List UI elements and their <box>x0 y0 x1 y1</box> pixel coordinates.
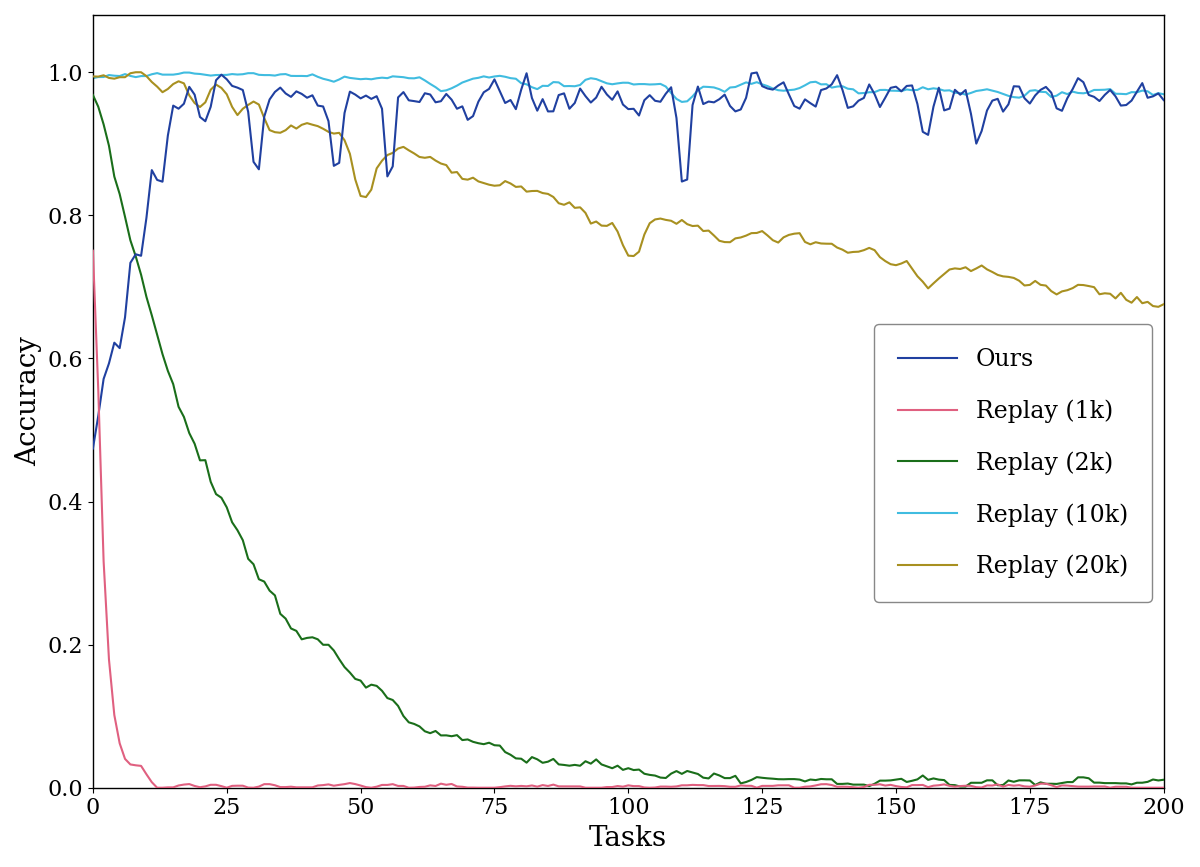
Ours <box>664 82 678 93</box>
Replay (1k) <box>150 783 164 793</box>
Replay (10k) <box>85 71 100 81</box>
Ours <box>750 68 764 78</box>
Replay (10k) <box>1151 302 1165 312</box>
Replay (10k) <box>1070 280 1085 290</box>
Line: Replay (2k): Replay (2k) <box>92 95 1164 786</box>
Replay (10k) <box>541 189 556 199</box>
Y-axis label: Accuracy: Accuracy <box>14 336 42 466</box>
Replay (2k) <box>1157 774 1171 785</box>
Ours <box>1070 73 1085 83</box>
Replay (2k) <box>91 101 106 112</box>
Replay (1k) <box>482 783 497 793</box>
Replay (1k) <box>670 781 684 792</box>
Replay (10k) <box>482 179 497 190</box>
Replay (2k) <box>535 758 550 768</box>
Replay (2k) <box>664 768 678 779</box>
Line: Replay (20k): Replay (20k) <box>92 73 1164 102</box>
Replay (20k) <box>482 72 497 82</box>
Replay (20k) <box>541 81 556 91</box>
Line: Ours: Ours <box>92 73 1164 448</box>
Replay (20k) <box>176 68 191 78</box>
Replay (10k) <box>1157 299 1171 310</box>
Replay (10k) <box>128 67 143 77</box>
Ours <box>91 411 106 421</box>
Replay (2k) <box>1070 772 1085 783</box>
Replay (1k) <box>187 781 202 792</box>
Replay (20k) <box>674 97 689 108</box>
Ours <box>85 443 100 453</box>
Legend: Ours, Replay (1k), Replay (2k), Replay (10k), Replay (20k): Ours, Replay (1k), Replay (2k), Replay (… <box>875 324 1152 602</box>
Replay (1k) <box>85 245 100 256</box>
Replay (20k) <box>670 94 684 104</box>
Replay (10k) <box>187 98 202 108</box>
Replay (2k) <box>953 781 967 792</box>
Replay (20k) <box>1157 89 1171 100</box>
Replay (2k) <box>85 90 100 101</box>
Replay (1k) <box>1157 783 1171 793</box>
Replay (20k) <box>187 68 202 79</box>
Replay (1k) <box>541 781 556 792</box>
Line: Replay (1k): Replay (1k) <box>92 251 1164 788</box>
Replay (2k) <box>182 428 197 439</box>
Replay (1k) <box>1070 781 1085 792</box>
Replay (10k) <box>91 71 106 81</box>
Replay (20k) <box>91 72 106 82</box>
Replay (10k) <box>670 218 684 229</box>
Line: Replay (10k): Replay (10k) <box>92 72 1164 307</box>
Replay (20k) <box>85 73 100 83</box>
Ours <box>1157 95 1171 105</box>
X-axis label: Tasks: Tasks <box>589 825 667 852</box>
Replay (1k) <box>91 385 106 395</box>
Replay (2k) <box>476 739 491 749</box>
Ours <box>476 87 491 97</box>
Ours <box>182 81 197 92</box>
Replay (20k) <box>1076 88 1091 99</box>
Ours <box>535 94 550 104</box>
